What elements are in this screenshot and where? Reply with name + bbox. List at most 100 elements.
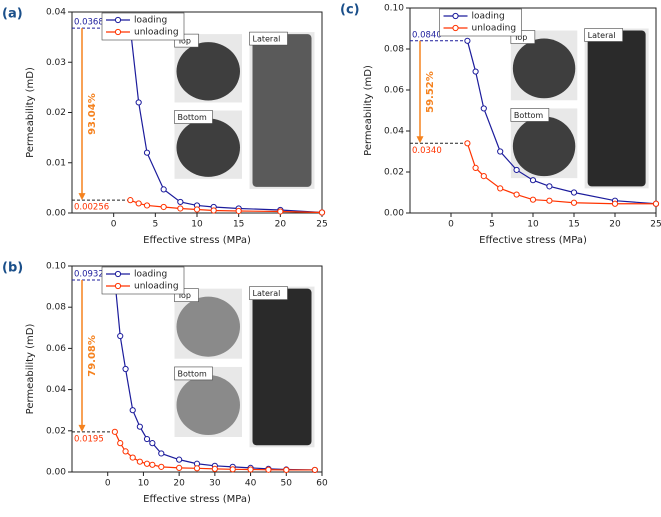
data-point (265, 466, 272, 473)
legend-marker (114, 270, 122, 278)
data-point (210, 207, 217, 214)
data-point (158, 463, 165, 470)
drop-annotation: 79.08% (87, 335, 98, 377)
y-tick-label: 0.10 (46, 262, 66, 272)
y-axis-label: Permeability (mD) (25, 324, 36, 415)
y-tick-label: 0.00 (46, 468, 66, 478)
data-point (143, 435, 151, 443)
legend-box (439, 8, 522, 37)
sample-photo (587, 30, 646, 187)
x-tick-label: 5 (152, 220, 158, 230)
x-tick-label: 0 (111, 220, 117, 230)
photo-label-box (174, 110, 213, 124)
photo-label: Bottom (178, 369, 208, 378)
series-line (466, 143, 656, 205)
data-point (513, 166, 520, 174)
photo-label: Top (177, 37, 192, 46)
y-tick-label: 0.00 (46, 209, 66, 219)
data-point (122, 448, 129, 455)
drop-annotation: 93.04% (87, 93, 98, 135)
data-point (122, 365, 129, 373)
data-point (513, 191, 520, 198)
drop-arrow-head (78, 424, 86, 432)
plot-frame (71, 265, 323, 473)
data-point (176, 464, 183, 471)
data-point (135, 200, 142, 207)
data-point (283, 466, 290, 474)
value-label: 0.0932 (74, 270, 104, 280)
y-tick-label: 0.04 (384, 127, 404, 137)
data-point (127, 197, 134, 204)
photo-label-box (584, 28, 623, 42)
value-label: 0.00256 (74, 203, 109, 213)
sample-photo (512, 38, 576, 99)
y-tick-label: 0.03 (46, 58, 66, 68)
legend-marker (114, 282, 122, 290)
photo-label-box (510, 108, 550, 122)
data-point (136, 423, 143, 430)
data-point (176, 456, 183, 463)
value-label: 0.0840 (412, 30, 442, 40)
data-point (497, 185, 504, 192)
photo-label-box (174, 366, 213, 381)
x-axis-label: Effective stress (MPa) (143, 494, 251, 505)
photo-label: Lateral (253, 289, 281, 298)
data-point (464, 37, 471, 44)
data-point (570, 189, 578, 196)
legend-box (101, 266, 185, 295)
x-tick-label: 20 (609, 220, 621, 230)
x-tick-label: 10 (138, 479, 150, 489)
legend-box (101, 12, 185, 41)
data-point (193, 206, 201, 213)
value-label: 0.0368 (74, 18, 104, 28)
panel-label: (a) (2, 7, 23, 22)
y-tick-label: 0.10 (384, 4, 404, 14)
data-point (229, 466, 236, 473)
y-tick-label: 0.01 (46, 158, 66, 168)
x-axis-label: Effective stress (MPa) (479, 235, 587, 246)
x-tick-label: 15 (568, 220, 579, 230)
panel-label: (b) (2, 261, 23, 276)
x-tick-label: 0 (448, 220, 454, 230)
data-point (143, 149, 151, 156)
data-point (160, 203, 167, 211)
x-tick-label: 30 (209, 479, 221, 489)
sample-photo (252, 288, 312, 446)
data-point (235, 207, 242, 215)
legend-marker (452, 24, 459, 32)
y-tick-label: 0.02 (46, 108, 66, 118)
legend-label: unloading (134, 282, 179, 292)
y-tick-label: 0.02 (46, 426, 66, 436)
data-point (129, 407, 136, 414)
x-tick-label: 25 (316, 220, 327, 230)
series-line (129, 28, 323, 214)
x-tick-label: 50 (281, 479, 293, 489)
y-tick-label: 0.04 (46, 8, 66, 18)
series-line (466, 40, 657, 205)
data-point (311, 466, 318, 474)
data-point (143, 202, 151, 209)
photo-label-box (249, 31, 288, 46)
legend-label: loading (134, 16, 167, 26)
data-point (472, 68, 479, 75)
data-point (177, 198, 184, 206)
x-tick-label: 20 (275, 220, 287, 230)
y-tick-label: 0.08 (46, 303, 66, 313)
data-point (247, 466, 254, 473)
data-point (529, 177, 537, 184)
y-axis-label: Permeability (mD) (363, 65, 374, 156)
data-point (111, 428, 118, 435)
y-tick-label: 0.06 (46, 344, 66, 354)
x-axis-label: Effective stress (MPa) (143, 235, 251, 246)
sample-photo (176, 42, 240, 101)
photo-label: Bottom (514, 111, 544, 120)
sample-photo (176, 118, 240, 177)
data-point (546, 197, 553, 204)
data-point (149, 440, 156, 447)
data-point (570, 199, 578, 206)
photo-label: Top (513, 33, 528, 42)
data-point (117, 332, 124, 340)
y-tick-label: 0.08 (384, 45, 404, 55)
